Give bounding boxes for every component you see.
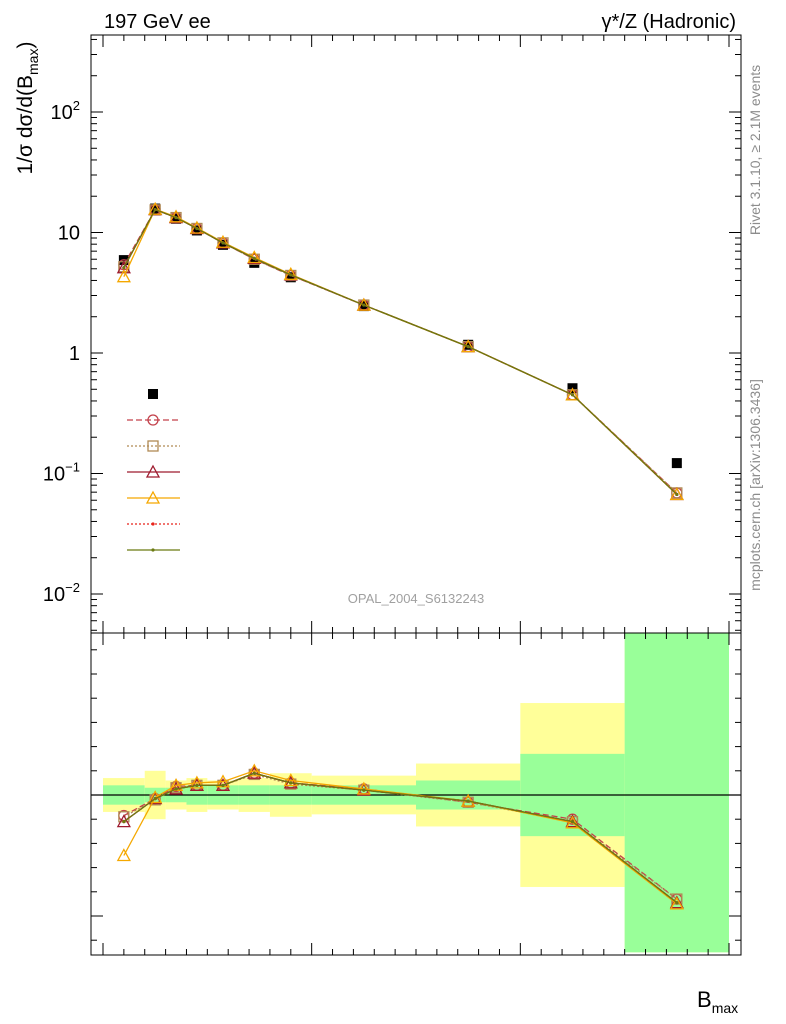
ratio-point-3-5 [247, 763, 262, 777]
series-line-1 [123, 208, 678, 494]
legend-marker-0 [148, 389, 158, 399]
legend-marker-3 [145, 464, 161, 478]
rivet-version-label: Rivet 3.1.10, ≥ 2.1M events [747, 65, 763, 235]
ratio-point-3-10 [669, 896, 684, 910]
data-point-0-10 [671, 458, 682, 469]
data-point-6-0 [122, 266, 126, 270]
ratio-point-5-7 [362, 788, 366, 792]
y-tick-label: 102 [51, 98, 80, 124]
data-point-6-9 [570, 393, 575, 397]
series-line-5 [123, 208, 678, 495]
legend-marker-6 [151, 548, 155, 552]
ratio-point-5-1 [153, 797, 157, 801]
series-line-2 [123, 209, 678, 494]
ratio-point-5-5 [252, 771, 256, 775]
data-point-4-10 [669, 487, 684, 501]
ratio-point-2-5 [247, 765, 262, 779]
data-point-0-8 [463, 339, 474, 350]
series-line-3 [123, 208, 678, 495]
data-point-6-5 [252, 256, 256, 260]
ratio-point-2-0 [116, 814, 131, 828]
ratio-point-5-10 [675, 901, 679, 905]
data-point-3-0 [116, 260, 131, 274]
main-plot-panel: 10−2 10−1 1 10 102 1/σ dσ/d(Bmax) [14, 34, 742, 634]
ratio-point-5-9 [570, 820, 575, 824]
data-point-6-4 [221, 241, 225, 245]
legend-marker-1 [147, 414, 159, 426]
y-axis-label: 1/σ dσ/d(Bmax) [14, 42, 41, 175]
y-tick-label: 10−2 [43, 580, 80, 606]
data-point-0-6 [285, 272, 296, 283]
ratio-point-3-6 [283, 773, 298, 787]
ratio-point-3-7 [356, 781, 371, 795]
ratio-point-5-8 [466, 799, 470, 803]
legend [127, 389, 180, 552]
x-axis-label: Bmax [697, 987, 738, 1016]
header-right: γ*/Z (Hadronic) [602, 11, 736, 33]
ratio-point-3-9 [565, 815, 580, 829]
data-point-0-4 [217, 239, 228, 250]
data-point-6-10 [675, 492, 679, 497]
data-point-6-6 [289, 273, 293, 277]
mcplots-label: mcplots.cern.ch [arXiv:1306.3436] [747, 379, 763, 591]
series-line-4 [123, 208, 678, 495]
data-point-4-9 [565, 387, 580, 401]
analysis-watermark: OPAL_2004_S6132243 [348, 591, 484, 606]
data-point-4-7 [356, 297, 371, 311]
data-point-6-8 [466, 345, 470, 349]
data-point-6-3 [195, 226, 199, 231]
ratio-point-5-3 [195, 783, 199, 787]
legend-marker-2 [147, 440, 159, 452]
ratio-point-5-0 [122, 820, 126, 824]
data-point-6-7 [362, 303, 366, 307]
data-point-0-3 [191, 225, 202, 236]
ratio-point-5-6 [289, 781, 293, 785]
data-point-4-1 [148, 201, 163, 215]
ratio-point-5-4 [221, 783, 225, 787]
ratio-point-3-3 [189, 775, 204, 789]
data-point-4-0 [116, 269, 131, 283]
ratio-point-3-0 [116, 848, 131, 862]
y-tick-label: 1 [69, 343, 80, 365]
data-point-6-1 [153, 207, 157, 212]
ratio-point-5-2 [174, 787, 178, 791]
legend-marker-4 [145, 490, 161, 504]
legend-marker-5 [151, 522, 155, 526]
data-point-6-2 [174, 215, 178, 220]
series-line-6 [123, 208, 678, 495]
y-tick-label: 10−1 [43, 460, 80, 486]
ratio-plot-panel: Bmax [90, 632, 742, 1016]
main-plot-frame [90, 34, 742, 634]
header-left: 197 GeV ee [104, 11, 211, 33]
y-tick-label: 10 [58, 223, 80, 245]
